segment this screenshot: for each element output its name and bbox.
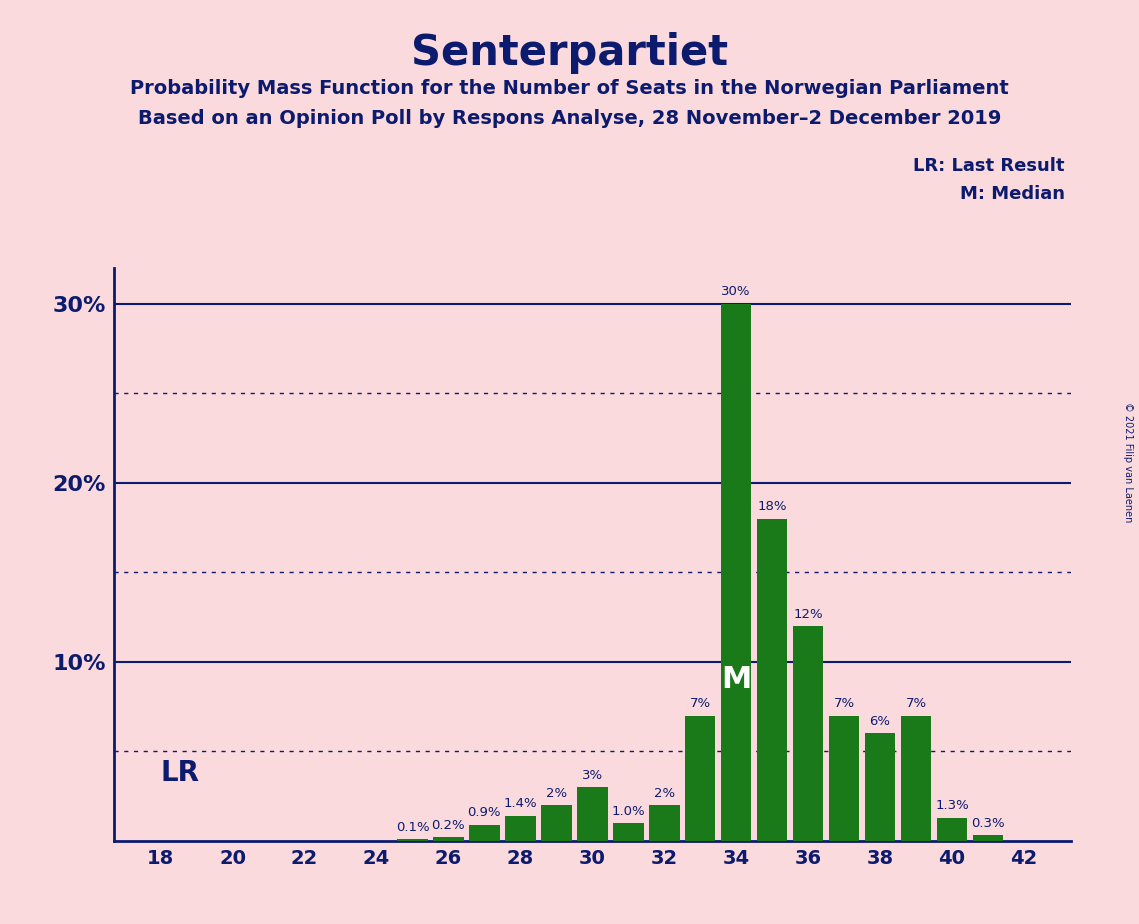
Text: LR: Last Result: LR: Last Result: [913, 157, 1065, 175]
Bar: [685, 715, 715, 841]
Text: 7%: 7%: [834, 697, 854, 711]
Text: 0.1%: 0.1%: [395, 821, 429, 833]
Text: Based on an Opinion Poll by Respons Analyse, 28 November–2 December 2019: Based on an Opinion Poll by Respons Anal…: [138, 109, 1001, 128]
Bar: [936, 818, 967, 841]
Bar: [577, 787, 607, 841]
Text: M: Median: M: Median: [960, 185, 1065, 202]
Text: 12%: 12%: [793, 608, 822, 621]
Bar: [398, 839, 428, 841]
Text: 18%: 18%: [757, 500, 787, 513]
Bar: [469, 825, 500, 841]
Text: Senterpartiet: Senterpartiet: [411, 32, 728, 74]
Bar: [433, 837, 464, 841]
Bar: [756, 518, 787, 841]
Text: 30%: 30%: [721, 286, 751, 298]
Bar: [649, 805, 680, 841]
Text: 1.4%: 1.4%: [503, 797, 538, 810]
Bar: [793, 626, 823, 841]
Text: 7%: 7%: [689, 697, 711, 711]
Text: 1.3%: 1.3%: [935, 799, 969, 812]
Text: 2%: 2%: [654, 786, 674, 799]
Bar: [901, 715, 932, 841]
Text: 1.0%: 1.0%: [612, 805, 645, 818]
Text: 6%: 6%: [869, 715, 891, 728]
Bar: [865, 734, 895, 841]
Bar: [721, 304, 752, 841]
Bar: [541, 805, 572, 841]
Text: © 2021 Filip van Laenen: © 2021 Filip van Laenen: [1123, 402, 1132, 522]
Text: 2%: 2%: [546, 786, 567, 799]
Text: 0.9%: 0.9%: [468, 807, 501, 820]
Text: 7%: 7%: [906, 697, 926, 711]
Text: 0.3%: 0.3%: [972, 817, 1005, 830]
Text: Probability Mass Function for the Number of Seats in the Norwegian Parliament: Probability Mass Function for the Number…: [130, 79, 1009, 98]
Text: LR: LR: [161, 759, 199, 787]
Bar: [505, 816, 535, 841]
Bar: [829, 715, 859, 841]
Text: 3%: 3%: [582, 769, 603, 782]
Text: 0.2%: 0.2%: [432, 819, 465, 832]
Bar: [973, 835, 1003, 841]
Bar: [613, 823, 644, 841]
Text: M: M: [721, 665, 752, 694]
